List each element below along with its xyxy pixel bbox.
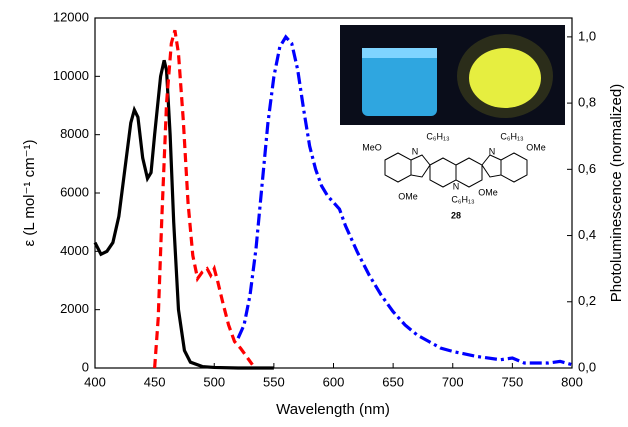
y-tick-label: 0 <box>82 359 89 374</box>
y2-tick-label: 0,2 <box>578 293 596 308</box>
molecule <box>384 152 528 188</box>
structure-label: OMe <box>398 191 418 201</box>
cuvette-top <box>362 48 437 58</box>
powder <box>469 48 541 108</box>
structure-label: C₆H₁₃ <box>451 194 475 204</box>
y-axis-label: ε (L mol⁻¹ cm⁻¹) <box>21 140 38 247</box>
structure-label: C₆H₁₃ <box>500 131 524 141</box>
y2-tick-label: 0,4 <box>578 227 596 242</box>
x-axis-label: Wavelength (nm) <box>276 401 390 418</box>
structure-label: OMe <box>526 142 546 152</box>
structure-label: N <box>453 181 460 191</box>
x-tick-label: 450 <box>144 374 166 389</box>
y2-tick-label: 0,6 <box>578 161 596 176</box>
x-tick-label: 700 <box>442 374 464 389</box>
y-tick-label: 4000 <box>60 243 89 258</box>
structure-label: OMe <box>478 187 498 197</box>
structure-label: N <box>489 146 496 156</box>
y-tick-label: 2000 <box>60 301 89 316</box>
x-tick-label: 400 <box>84 374 106 389</box>
series-line <box>93 59 274 370</box>
x-tick-label: 800 <box>561 374 583 389</box>
y-tick-label: 10000 <box>53 68 89 83</box>
x-tick-label: 550 <box>263 374 285 389</box>
x-tick-label: 600 <box>323 374 345 389</box>
y2-tick-label: 0,0 <box>578 359 596 374</box>
x-tick-label: 500 <box>203 374 225 389</box>
structure-label: C₆H₁₃ <box>426 131 450 141</box>
y2-tick-label: 0,8 <box>578 95 596 110</box>
y-tick-label: 12000 <box>53 9 89 24</box>
structure-label: N <box>412 146 419 156</box>
x-tick-label: 650 <box>382 374 404 389</box>
structure-label: 28 <box>451 210 461 220</box>
cuvette <box>362 48 437 116</box>
y-tick-label: 8000 <box>60 126 89 141</box>
inset <box>340 25 565 188</box>
series-line <box>236 34 573 367</box>
y2-axis-label: Photoluminescence (normalized) <box>608 84 625 302</box>
y2-tick-label: 1,0 <box>578 28 596 43</box>
y-tick-label: 6000 <box>60 184 89 199</box>
x-tick-label: 750 <box>502 374 524 389</box>
structure-label: MeO <box>362 142 382 152</box>
series-line <box>153 29 254 369</box>
